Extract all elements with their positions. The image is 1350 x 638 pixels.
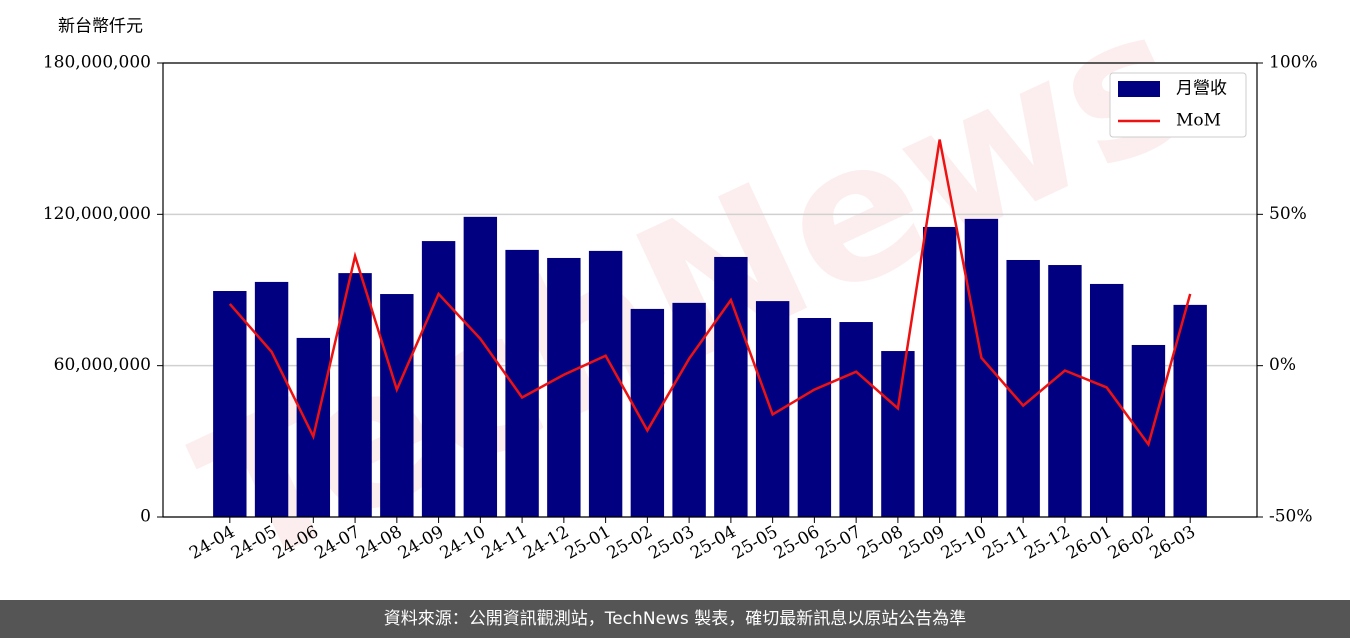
x-tick-label: 25-10 [938, 522, 990, 564]
footer: 資料來源：公開資訊觀測站，TechNews 製表，確切最新訊息以原站公告為準 [0, 600, 1350, 638]
bar [338, 273, 372, 517]
y2-tick-label: 100% [1269, 53, 1318, 73]
bar [755, 301, 790, 517]
x-tick-label: 25-12 [1021, 522, 1073, 564]
bar [1131, 344, 1166, 517]
x-tick-label: 24-04 [186, 522, 238, 564]
y2-tick-label: 50% [1269, 204, 1307, 224]
x-tick-label: 25-09 [896, 522, 948, 564]
bar [463, 216, 498, 517]
x-tick-label: 25-05 [729, 522, 781, 564]
bar [1173, 304, 1207, 517]
y-tick-label: 120,000,000 [43, 204, 151, 224]
bar [505, 249, 539, 517]
x-tick-label: 25-06 [771, 522, 823, 564]
x-tick-label: 26-03 [1146, 522, 1198, 564]
chart: 新台幣仟元 TechNews060,000,000120,000,000180,… [43, 0, 1318, 612]
y-axis-label: 新台幣仟元 [58, 17, 143, 37]
x-tick-label: 25-11 [979, 522, 1031, 564]
bar [630, 308, 665, 517]
x-tick-label: 25-03 [645, 522, 697, 564]
bar [296, 337, 331, 517]
bar [797, 317, 832, 517]
bar [1089, 283, 1124, 517]
y2-tick-label: 0% [1269, 355, 1296, 375]
bar [547, 257, 581, 517]
bar [254, 281, 289, 517]
bar [964, 218, 999, 517]
x-tick-label: 26-02 [1105, 522, 1157, 564]
x-tick-label: 24-12 [520, 522, 572, 564]
bar [1048, 265, 1082, 517]
bar [881, 351, 915, 517]
x-tick-label: 25-07 [812, 522, 864, 564]
bar [1006, 259, 1040, 517]
bar [588, 250, 623, 517]
legend-label: 月營收 [1176, 79, 1227, 99]
x-tick-label: 25-01 [562, 522, 614, 564]
y-tick-label: 60,000,000 [54, 355, 151, 375]
bar [839, 322, 873, 517]
bar [421, 241, 456, 517]
x-tick-label: 25-02 [604, 522, 656, 564]
x-tick-label: 24-10 [437, 522, 489, 564]
bar [922, 226, 957, 517]
x-tick-label: 24-11 [478, 522, 530, 564]
legend-label: MoM [1176, 111, 1221, 131]
legend-swatch [1118, 81, 1160, 97]
x-tick-label: 26-01 [1063, 522, 1115, 564]
x-tick-label: 25-04 [687, 522, 739, 564]
bar [714, 256, 748, 517]
bar [672, 302, 706, 517]
y-tick-label: 180,000,000 [43, 53, 151, 73]
x-tick-label: 25-08 [854, 522, 906, 564]
plot-frame [162, 62, 1258, 518]
bar [380, 294, 414, 517]
y2-tick-label: -50% [1269, 507, 1313, 527]
bar [213, 291, 247, 517]
y-tick-label: 0 [140, 507, 151, 527]
line [228, 139, 1192, 448]
